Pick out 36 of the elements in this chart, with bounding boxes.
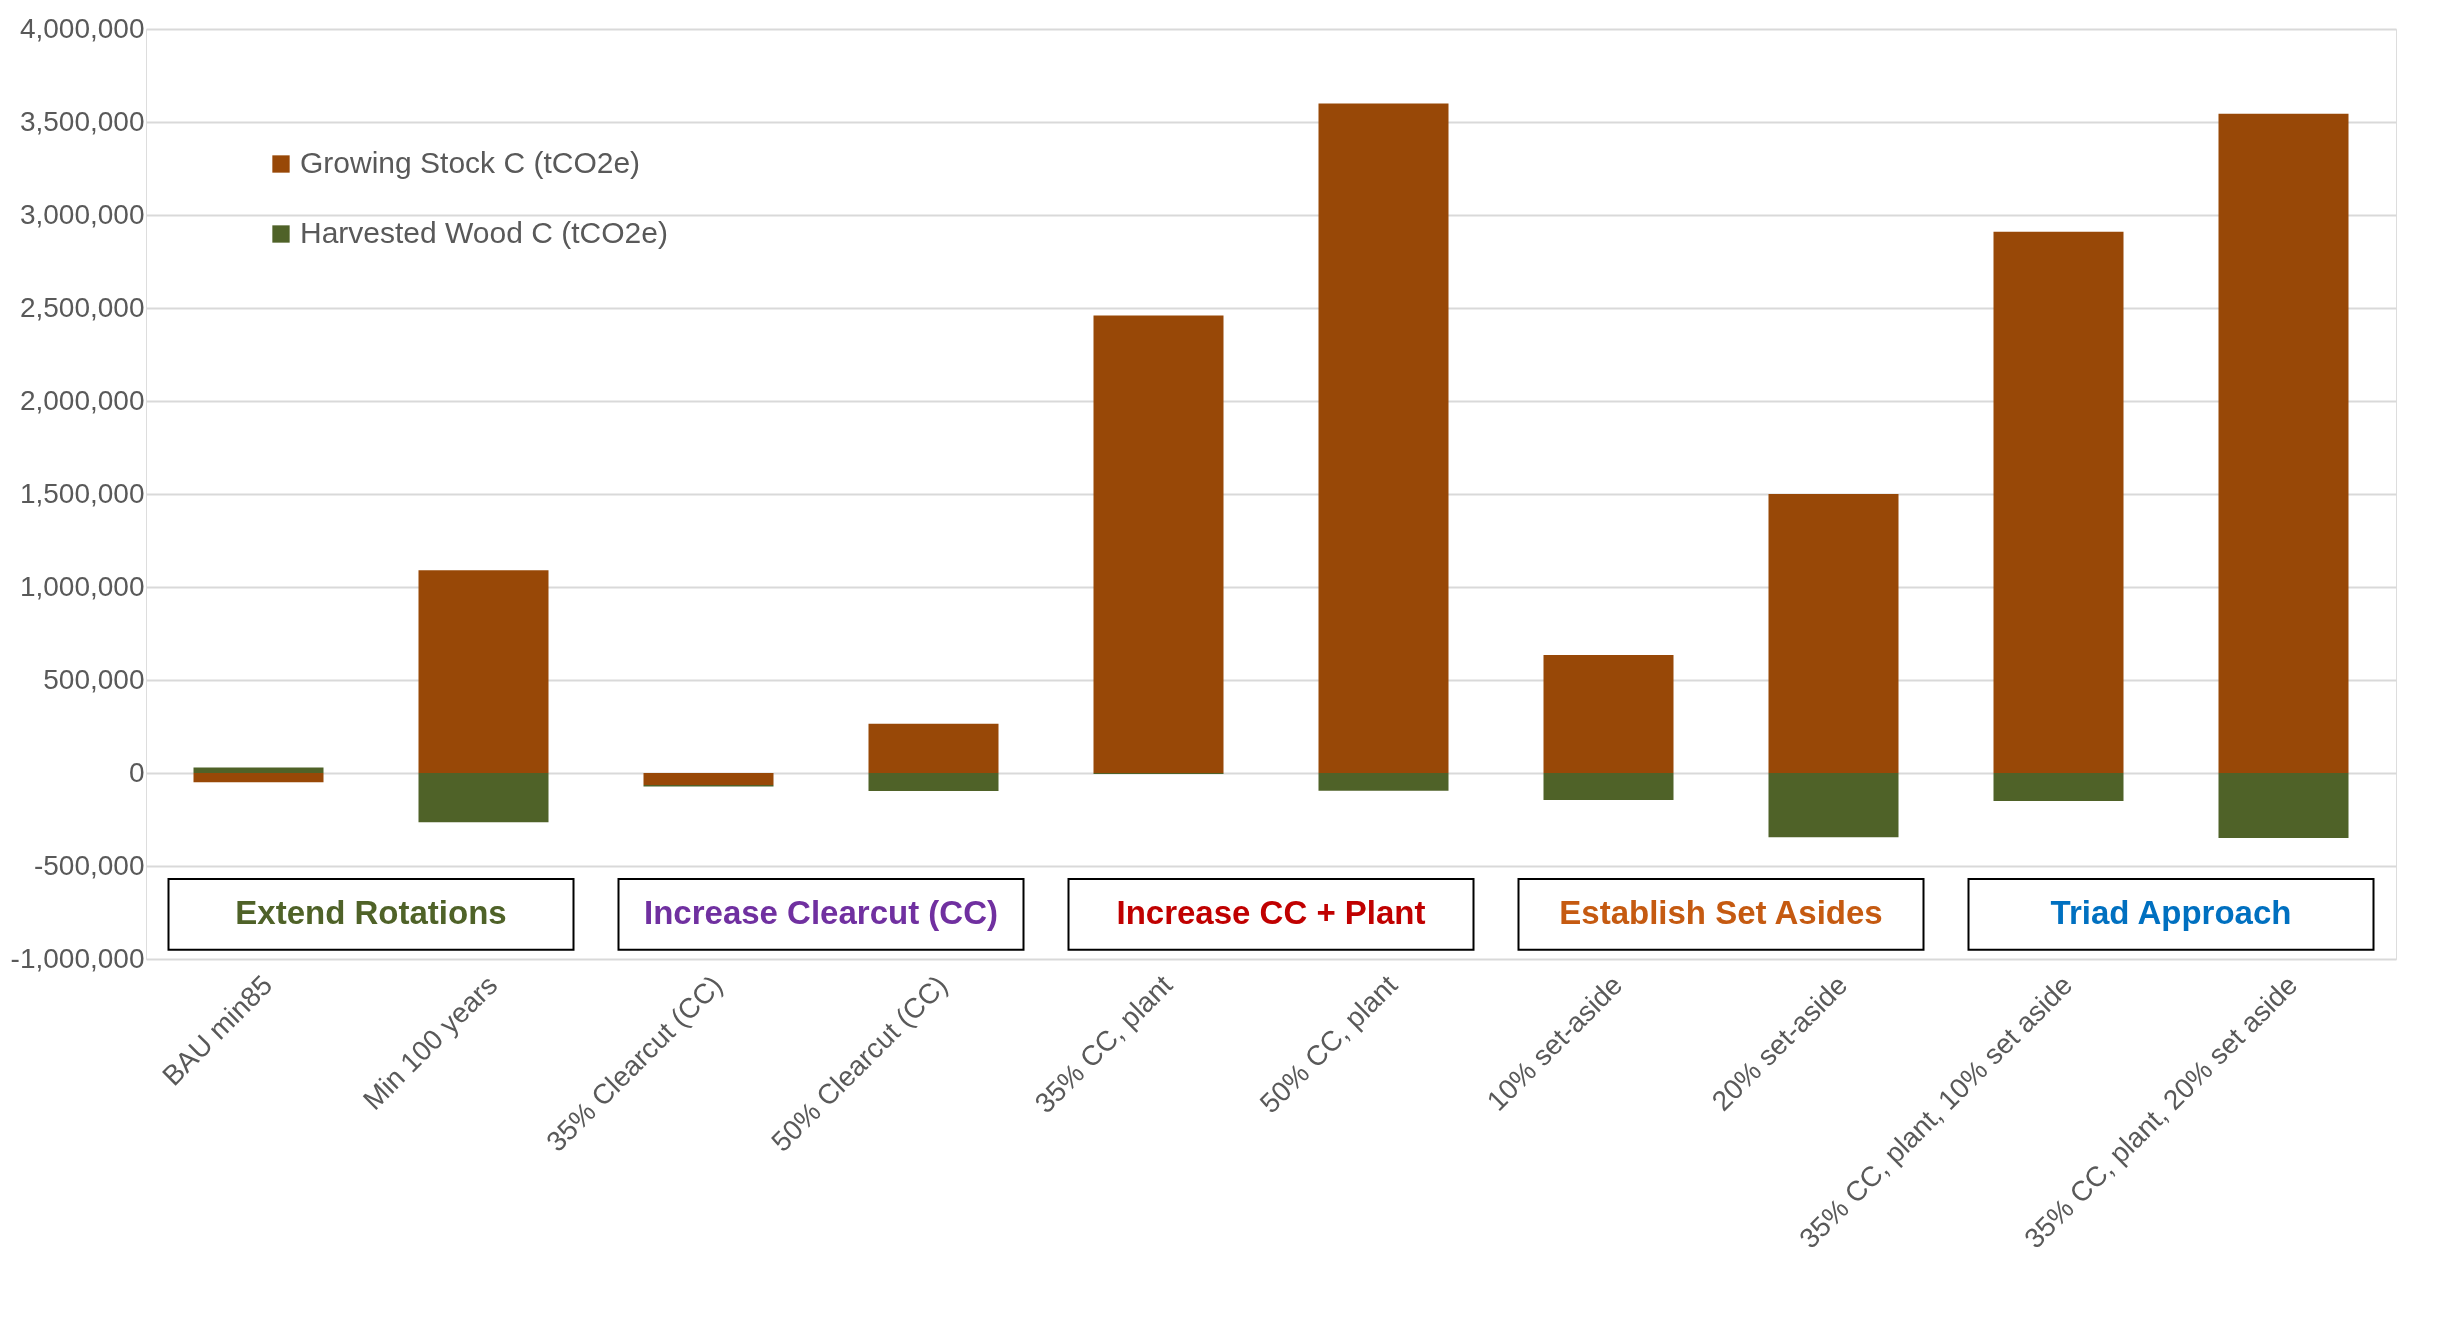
legend-label: Growing Stock C (tCO2e) (300, 146, 641, 179)
y-tick-label: -500,000 (33, 849, 145, 881)
bar (193, 773, 324, 783)
annotation: Triad Approach (2050, 894, 2292, 932)
bar (193, 767, 324, 773)
bar (868, 773, 999, 792)
y-tick-label: 4,000,000 (19, 12, 145, 44)
y-tick-label: -1,000,000 (10, 942, 145, 974)
annotation: Increase CC + Plant (1116, 894, 1426, 932)
bar (418, 570, 549, 773)
bar (1768, 773, 1899, 838)
bar (1543, 773, 1674, 800)
bar (643, 773, 774, 786)
bar (1093, 315, 1224, 773)
bar (1318, 103, 1449, 773)
y-tick-label: 3,500,000 (19, 105, 145, 137)
annotation: Increase Clearcut (CC) (644, 894, 998, 932)
bar (2218, 113, 2349, 773)
y-tick-label: 500,000 (43, 663, 145, 695)
bar (2218, 773, 2349, 839)
bar (1993, 231, 2124, 773)
bar (868, 723, 999, 773)
bar (1768, 494, 1899, 773)
legend-label: Harvested Wood C (tCO2e) (300, 216, 668, 249)
y-tick-label: 0 (128, 756, 145, 788)
y-tick-label: 1,000,000 (19, 570, 145, 602)
annotation: Establish Set Asides (1559, 894, 1883, 932)
bar (418, 773, 549, 823)
y-tick-label: 2,500,000 (19, 291, 145, 323)
bar (1543, 654, 1674, 773)
bar (1993, 773, 2124, 801)
y-tick-label: 1,500,000 (19, 477, 145, 509)
y-tick-label: 2,000,000 (19, 384, 145, 416)
y-tick-label: 3,000,000 (19, 198, 145, 230)
annotation: Extend Rotations (235, 894, 507, 932)
bar (1318, 773, 1449, 791)
